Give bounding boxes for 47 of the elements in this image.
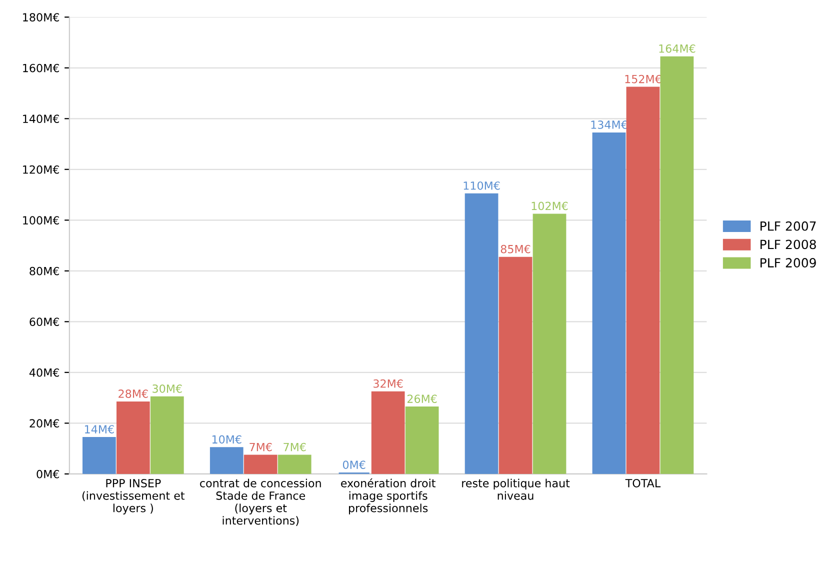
data-label: 32M€ [374,379,403,388]
data-label: 28M€ [118,390,148,398]
data-label: 26M€ [407,394,437,404]
bar [592,132,626,474]
x-tick-label: contrat de concession Stade de France (loyers et interventions) [200,478,321,526]
data-label: 0M€ [342,460,366,469]
data-label: 7M€ [284,442,306,452]
bar [150,396,184,474]
bar [405,406,439,474]
data-label: 152M€ [625,74,662,84]
legend-label: PLF 2007 [760,221,816,231]
data-label: 7M€ [250,442,272,452]
y-tick-label: 60M€ [30,318,59,326]
bar [660,56,694,474]
bar [626,86,660,474]
x-tick-label: exonération droit image sportifs professionnels [341,478,436,514]
data-label: 14M€ [85,425,114,434]
bar [371,391,405,474]
y-tick-label: 0M€ [36,470,59,478]
data-label: 30M€ [152,384,182,393]
bar [210,447,244,474]
bar [464,193,498,474]
data-label: 10M€ [212,435,242,444]
data-label: 85M€ [500,244,530,254]
y-tick-label: 120M€ [23,165,59,174]
legend-label: PLF 2009 [760,258,816,268]
data-label: 164M€ [659,44,696,53]
x-tick-label: TOTAL [625,478,661,488]
bar [244,454,278,474]
data-label: 102M€ [532,202,568,210]
y-tick-label: 20M€ [30,419,59,428]
x-tick-label: reste politique haut niveau [462,478,570,500]
bar [82,437,116,474]
bar [278,454,312,474]
bar [116,401,150,474]
y-tick-label: 160M€ [23,64,59,72]
y-tick-label: 80M€ [30,266,59,276]
y-tick-label: 180M€ [23,13,59,22]
legend-label: PLF 2008 [760,240,816,250]
data-label: 134M€ [591,120,628,129]
bar [532,214,566,474]
data-label: 110M€ [464,181,500,190]
y-tick-label: 140M€ [23,114,59,124]
y-tick-label: 40M€ [29,368,59,377]
x-tick-label: PPP INSEP (investissement et loyers ) [82,478,185,514]
y-tick-label: 100M€ [23,216,59,225]
bar [498,256,532,474]
